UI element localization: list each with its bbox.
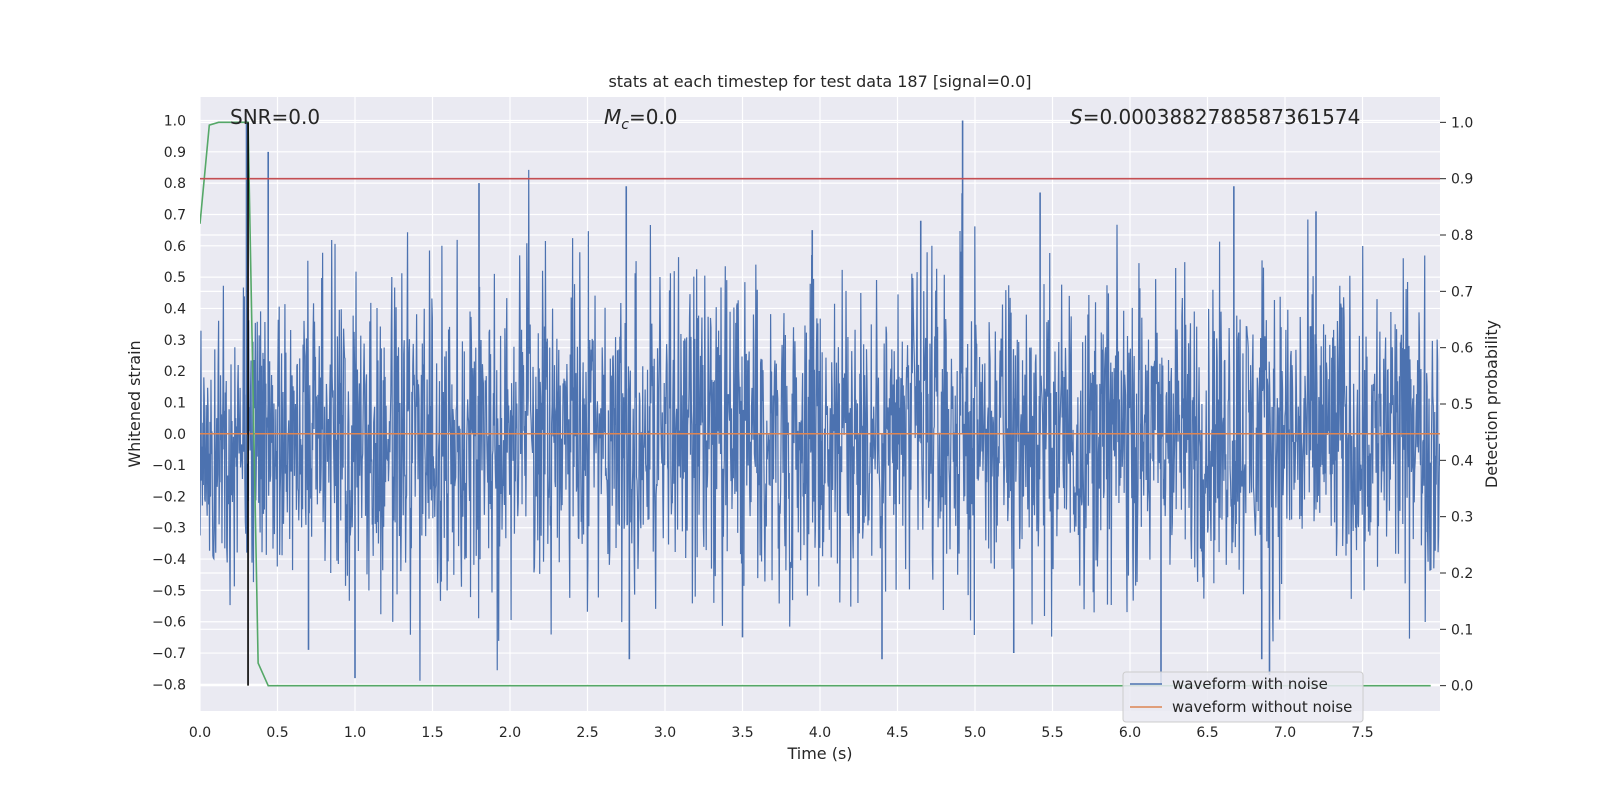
legend-label-noise: waveform with noise — [1172, 675, 1328, 693]
y-tick-label-left: 0.5 — [164, 270, 186, 286]
y-tick-label-left: 0.1 — [164, 395, 186, 411]
x-tick-label: 6.0 — [1119, 725, 1141, 741]
y-tick-label-left: 0.4 — [164, 301, 186, 317]
y-tick-label-right: 0.2 — [1451, 566, 1473, 582]
y-tick-label-left: −0.8 — [152, 677, 186, 693]
x-tick-label: 6.5 — [1196, 725, 1218, 741]
series-layer — [200, 120, 1440, 687]
y-tick-labels-right: 0.0 0.1 0.2 0.3 0.4 0.5 0.6 0.7 0.8 0.9 1.0 — [1440, 115, 1473, 695]
y-tick-label-left: −0.2 — [152, 489, 186, 505]
y-axis-label-left: Whitened strain — [125, 340, 144, 467]
x-tick-label: 0.5 — [266, 725, 288, 741]
legend: waveform with noise waveform without noi… — [1122, 671, 1364, 723]
x-tick-label: 4.5 — [886, 725, 908, 741]
y-tick-label-right: 0.9 — [1451, 172, 1473, 188]
detection-probability-line — [200, 121, 1431, 687]
x-tick-label: 4.0 — [809, 725, 831, 741]
x-tick-label: 1.5 — [421, 725, 443, 741]
y-tick-label-left: 0.3 — [164, 333, 186, 349]
y-axis-label-right: Detection probability — [1482, 320, 1501, 488]
y-tick-label-left: −0.5 — [152, 583, 186, 599]
x-tick-label: 2.0 — [499, 725, 521, 741]
x-tick-label: 5.0 — [964, 725, 986, 741]
snr-annotation: SNR=0.0 — [230, 105, 320, 129]
x-tick-label: 7.5 — [1351, 725, 1373, 741]
x-tick-label: 3.5 — [731, 725, 753, 741]
y-tick-label-right: 0.3 — [1451, 510, 1473, 526]
y-tick-label-right: 1.0 — [1451, 115, 1473, 131]
s-annotation: S=0.0003882788587361574 — [1070, 105, 1360, 129]
x-tick-label: 7.0 — [1274, 725, 1296, 741]
y-tick-label-right: 0.7 — [1451, 284, 1473, 300]
y-tick-label-left: −0.1 — [152, 458, 186, 474]
y-tick-label-right: 0.8 — [1451, 228, 1473, 244]
y-tick-label-left: 0.2 — [164, 364, 186, 380]
y-tick-label-right: 0.4 — [1451, 453, 1473, 469]
x-axis-label: Time (s) — [786, 744, 852, 763]
y-tick-label-left: 1.0 — [164, 113, 186, 129]
chirp-mass-annotation: Mc=0.0 — [604, 105, 678, 133]
y-tick-label-left: −0.6 — [152, 615, 186, 631]
chirp-mass-subscript: c — [621, 117, 629, 133]
x-tick-label: 0.0 — [189, 725, 211, 741]
y-tick-label-left: −0.4 — [152, 552, 186, 568]
s-value: =0.0003882788587361574 — [1083, 105, 1361, 129]
s-symbol: S — [1070, 105, 1083, 129]
y-tick-label-left: −0.3 — [152, 521, 186, 537]
y-tick-label-right: 0.6 — [1451, 341, 1473, 357]
x-tick-labels: 0.0 0.5 1.0 1.5 2.0 2.5 3.0 3.5 4.0 4.5 5.0 5.5 6.0 6… — [189, 725, 1374, 741]
y-tick-label-left: 0.7 — [164, 207, 186, 223]
x-tick-label: 3.0 — [654, 725, 676, 741]
legend-label-clean: waveform without noise — [1172, 698, 1352, 716]
y-tick-label-left: 0.8 — [164, 176, 186, 192]
x-tick-label: 5.5 — [1041, 725, 1063, 741]
y-tick-label-left: 0.0 — [164, 427, 186, 443]
y-tick-label-right: 0.0 — [1451, 679, 1473, 695]
y-tick-label-left: 0.6 — [164, 239, 186, 255]
y-tick-label-right: 0.1 — [1451, 622, 1473, 638]
y-tick-labels-left: −0.8 −0.7 −0.6 −0.5 −0.4 −0.3 −0.2 −0.1 0.0 0.1 0.… — [152, 113, 186, 693]
y-tick-label-left: −0.7 — [152, 646, 186, 662]
x-tick-label: 1.0 — [344, 725, 366, 741]
y-tick-label-right: 0.5 — [1451, 397, 1473, 413]
chart-title: stats at each timestep for test data 187… — [608, 72, 1031, 91]
legend-box — [1122, 671, 1364, 723]
x-tick-label: 2.5 — [576, 725, 598, 741]
y-tick-label-left: 0.9 — [164, 145, 186, 161]
chirp-mass-value: =0.0 — [629, 105, 678, 129]
chirp-mass-symbol: M — [604, 105, 621, 129]
